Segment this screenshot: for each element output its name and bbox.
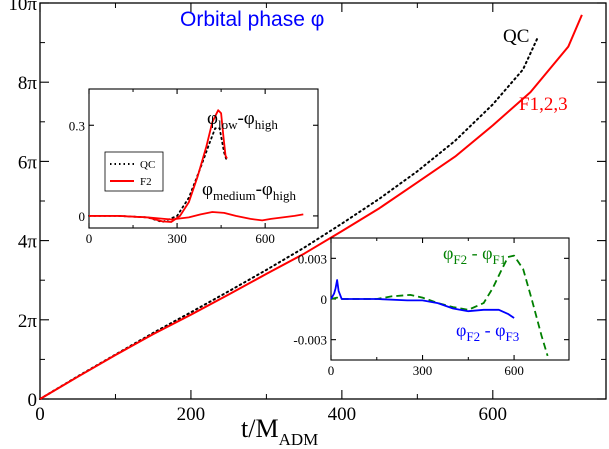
x-tick-label: 300 bbox=[167, 231, 187, 246]
inset2-series-group bbox=[330, 254, 549, 357]
series-line-0-1 bbox=[39, 14, 583, 400]
y-tick-label: 8π bbox=[18, 73, 38, 94]
inset2-annotation-f2-f3: φF2 - φF3 bbox=[456, 320, 519, 344]
inset1-axis-ticks: 0 300 600 0 0.3 bbox=[69, 89, 318, 246]
x-axis-label-main: t/M bbox=[241, 414, 279, 443]
legend-qc-label: QC bbox=[140, 159, 155, 171]
x-tick-label: 300 bbox=[413, 363, 433, 378]
x-tick-label: 600 bbox=[255, 231, 275, 246]
inset1-series-group bbox=[88, 109, 304, 223]
y-tick-label: 4π bbox=[18, 232, 38, 253]
series-line-2-1 bbox=[330, 279, 515, 319]
y-tick-label: 0.3 bbox=[69, 118, 85, 133]
y-tick-label: 0 bbox=[321, 292, 328, 307]
y-tick-label: 0 bbox=[79, 209, 86, 224]
x-axis-label: t/MADM bbox=[241, 414, 318, 449]
x-tick-label: 200 bbox=[177, 404, 206, 425]
y-tick-label: 0.003 bbox=[298, 251, 327, 266]
main-axis-ticks: 0 200 400 600 0 2π 4π 6π 8π 10π bbox=[8, 0, 606, 425]
legend-f2-label: F2 bbox=[140, 176, 152, 188]
x-tick-label: 600 bbox=[504, 363, 524, 378]
series-line-1-2 bbox=[89, 211, 304, 222]
inset1-legend-box bbox=[104, 151, 164, 192]
x-tick-label: 0 bbox=[35, 404, 45, 425]
main-series-group bbox=[39, 14, 583, 400]
y-tick-label: 0 bbox=[28, 390, 38, 411]
chart-title: Orbital phase φ bbox=[180, 8, 324, 31]
inset1-annotation-medium-high: φmedium-φhigh bbox=[202, 179, 296, 203]
x-tick-label: 0 bbox=[86, 231, 93, 246]
y-tick-label: 2π bbox=[18, 311, 38, 332]
x-axis-label-sub: ADM bbox=[279, 430, 319, 449]
series-line-1-0 bbox=[88, 127, 228, 223]
series-label-qc: QC bbox=[503, 26, 529, 47]
series-label-f123: F1,2,3 bbox=[519, 94, 568, 115]
inset2-annotation-f2-f1: φF2 - φF1 bbox=[443, 243, 506, 267]
x-tick-label: 400 bbox=[328, 404, 357, 425]
x-tick-label: 600 bbox=[479, 404, 508, 425]
y-tick-label: -0.003 bbox=[293, 333, 327, 348]
y-tick-label: 10π bbox=[8, 0, 37, 15]
inset1-annotation-low-high: φlow-φhigh bbox=[207, 108, 278, 132]
x-tick-label: 0 bbox=[328, 363, 335, 378]
y-tick-label: 6π bbox=[18, 152, 38, 173]
